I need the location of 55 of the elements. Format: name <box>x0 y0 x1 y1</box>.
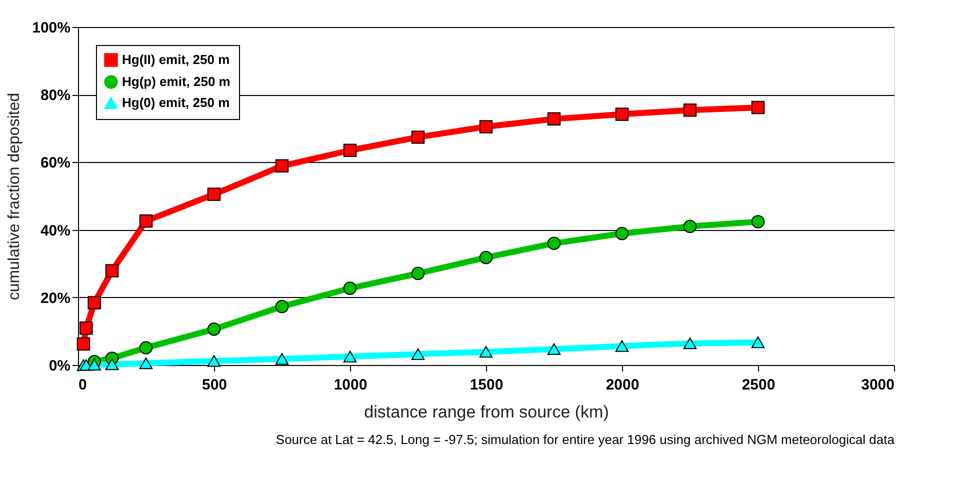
x-tick-label: 1000 <box>334 376 368 394</box>
x-axis-title: distance range from source (km) <box>364 402 609 422</box>
legend-label: Hg(p) emit, 250 m <box>122 74 230 89</box>
x-tick-label: 0 <box>78 376 87 394</box>
y-tick-label: 100% <box>32 20 70 36</box>
x-tick-label: 500 <box>202 376 228 394</box>
point <box>207 188 221 201</box>
point <box>751 336 765 348</box>
point <box>751 100 765 114</box>
point <box>343 282 357 295</box>
point <box>479 120 493 134</box>
point <box>80 322 93 335</box>
y-tick-label: 20% <box>40 290 70 307</box>
point <box>343 350 357 362</box>
point <box>683 220 697 234</box>
point <box>207 355 221 367</box>
point <box>139 358 153 370</box>
point <box>615 108 629 121</box>
y-tick-label: 40% <box>40 222 70 240</box>
point <box>139 341 153 354</box>
point <box>88 358 101 370</box>
point <box>411 348 425 360</box>
x-tick-label: 2500 <box>742 376 776 394</box>
point <box>411 130 425 144</box>
source-note: Source at Lat = 42.5, Long = -97.5; simulation for entire year 1996 using archived NGM meteorological data <box>276 432 896 447</box>
point <box>275 159 289 173</box>
point <box>139 214 153 228</box>
y-tick-label: 0% <box>48 358 70 374</box>
point <box>207 322 221 336</box>
point <box>547 343 561 355</box>
point <box>275 300 289 314</box>
point <box>105 264 119 278</box>
point <box>615 340 629 352</box>
point <box>411 266 425 280</box>
point <box>479 346 493 358</box>
point <box>547 112 561 126</box>
point <box>343 144 357 157</box>
point <box>275 353 289 365</box>
y-tick-label: 60% <box>40 154 70 172</box>
point <box>105 358 119 370</box>
point <box>547 236 561 250</box>
point <box>479 250 493 264</box>
point <box>683 104 697 117</box>
point <box>683 338 697 350</box>
point <box>76 337 90 351</box>
y-axis-title: cumulative fraction deposited <box>6 92 24 300</box>
point <box>615 226 629 240</box>
x-tick-label: 1500 <box>470 376 504 394</box>
legend-label: Hg(II) emit, 250 m <box>122 52 230 67</box>
point <box>751 215 765 228</box>
x-tick-label: 2000 <box>606 376 640 394</box>
point <box>88 296 101 310</box>
x-tick-label: 3000 <box>861 376 894 394</box>
y-tick-label: 80% <box>40 87 70 104</box>
legend-label: Hg(0) emit, 250 m <box>122 95 230 110</box>
